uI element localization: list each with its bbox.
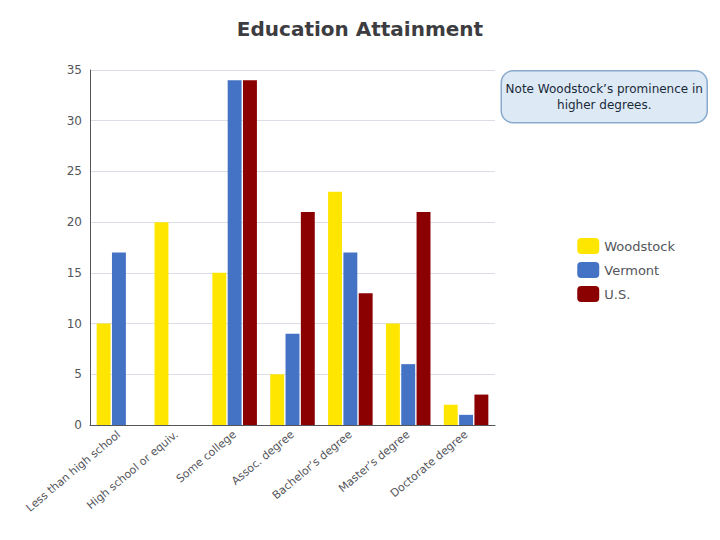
- svg-text:20: 20: [67, 215, 82, 229]
- svg-text:25: 25: [67, 164, 82, 178]
- svg-text:Education Attainment: Education Attainment: [237, 17, 484, 41]
- svg-text:Some college: Some college: [173, 428, 239, 486]
- svg-text:Assoc. degree: Assoc. degree: [229, 428, 297, 488]
- svg-text:Master’s degree: Master’s degree: [336, 428, 413, 496]
- svg-text:15: 15: [67, 266, 82, 280]
- svg-text:Doctorate degree: Doctorate degree: [388, 428, 471, 500]
- svg-text:higher degrees.: higher degrees.: [557, 98, 651, 112]
- svg-text:Less than high school: Less than high school: [24, 428, 123, 514]
- svg-text:35: 35: [67, 63, 82, 77]
- svg-text:30: 30: [67, 114, 82, 128]
- svg-text:U.S.: U.S.: [604, 287, 630, 302]
- svg-text:Vermont: Vermont: [604, 263, 659, 278]
- svg-text:Bachelor’s degree: Bachelor’s degree: [269, 428, 355, 503]
- svg-text:Note Woodstock’s prominence in: Note Woodstock’s prominence in: [506, 82, 703, 96]
- svg-text:Woodstock: Woodstock: [604, 239, 675, 254]
- svg-text:0: 0: [74, 418, 82, 432]
- svg-text:10: 10: [67, 317, 82, 331]
- svg-text:High school or equiv.: High school or equiv.: [84, 428, 181, 512]
- svg-text:5: 5: [74, 367, 82, 381]
